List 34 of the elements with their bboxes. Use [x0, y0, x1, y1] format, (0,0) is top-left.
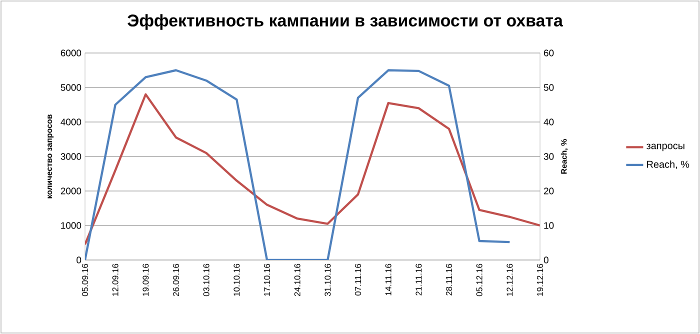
x-tick-label: 19.09.16 [142, 264, 149, 296]
x-tick-label: 14.11.16 [385, 264, 392, 296]
y2-tick-label: 20 [544, 188, 554, 194]
x-tick-label: 12.12.16 [506, 264, 513, 296]
y-tick-label: 1000 [61, 222, 82, 229]
x-tick-label: 19.12.16 [537, 264, 543, 296]
legend-label: запросы [646, 144, 684, 152]
chart-title: Эффективность кампании в зависимости от охвата [128, 14, 564, 30]
y2-tick-label: 50 [544, 84, 554, 91]
y-tick-label: 5000 [60, 84, 82, 91]
y-tick-label: 2000 [60, 188, 82, 194]
x-tick-label: 24.10.16 [294, 264, 300, 296]
y-tick-label: 6000 [60, 50, 82, 56]
x-tick-label: 05.12.16 [476, 264, 482, 296]
y2-tick-label: 30 [544, 153, 554, 160]
y-tick-label: 3000 [60, 153, 82, 160]
y-tick-label: 0 [76, 256, 82, 264]
x-tick-label: 17.10.16 [264, 264, 270, 296]
x-tick-label: 21.11.16 [416, 264, 422, 296]
y2-tick-label: 10 [544, 222, 554, 229]
x-tick-label: 10.10.16 [234, 264, 240, 296]
y2-tick-label: 0 [544, 256, 548, 264]
x-tick-label: 12.09.16 [112, 264, 118, 296]
y2-tick-label: 60 [544, 50, 554, 56]
x-tick-label: 03.10.16 [203, 264, 210, 296]
x-tick-label: 31.10.16 [324, 264, 331, 296]
x-tick-label: 05.09.16 [82, 264, 88, 296]
y2-tick-label: 40 [544, 118, 554, 126]
x-tick-label: 26.09.16 [173, 264, 179, 296]
x-tick-label: 28.11.16 [446, 264, 452, 296]
y-tick-label: 4000 [60, 118, 82, 126]
line-series [85, 93, 540, 246]
x-tick-label: 07.11.16 [355, 264, 361, 296]
legend-label: Reach, % [647, 160, 690, 170]
